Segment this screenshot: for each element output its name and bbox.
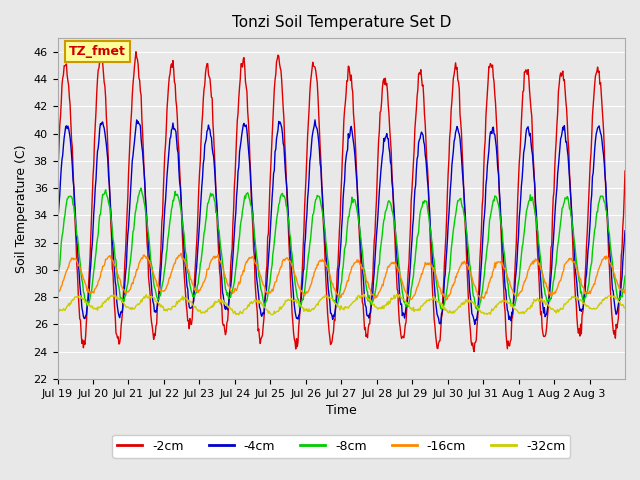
-2cm: [253, 309, 261, 314]
-32cm: [253, 300, 261, 305]
-16cm: [275, 271, 283, 276]
-2cm: [132, 49, 140, 55]
Text: TZ_fmet: TZ_fmet: [69, 45, 125, 58]
Title: Tonzi Soil Temperature Set D: Tonzi Soil Temperature Set D: [232, 15, 451, 30]
Line: -32cm: -32cm: [58, 294, 625, 315]
-32cm: [275, 309, 283, 314]
Line: -2cm: -2cm: [58, 52, 625, 351]
-32cm: [433, 299, 441, 305]
-8cm: [120, 299, 128, 304]
-2cm: [470, 348, 478, 354]
-2cm: [433, 339, 440, 345]
-16cm: [177, 251, 185, 256]
-2cm: [275, 53, 283, 59]
-16cm: [401, 288, 408, 293]
-16cm: [120, 287, 128, 293]
-8cm: [621, 273, 629, 279]
-2cm: [401, 330, 408, 336]
-4cm: [471, 322, 479, 327]
-4cm: [401, 315, 408, 321]
-16cm: [54, 289, 61, 295]
-8cm: [474, 308, 482, 313]
-4cm: [253, 275, 260, 280]
-8cm: [275, 202, 283, 207]
-16cm: [443, 297, 451, 303]
-4cm: [311, 117, 319, 123]
-8cm: [138, 185, 145, 191]
-32cm: [225, 305, 232, 311]
-2cm: [225, 296, 233, 301]
-32cm: [621, 305, 629, 311]
Line: -8cm: -8cm: [58, 188, 625, 311]
-16cm: [253, 261, 261, 267]
Legend: -2cm, -4cm, -8cm, -16cm, -32cm: -2cm, -4cm, -8cm, -16cm, -32cm: [112, 435, 570, 458]
-16cm: [621, 287, 629, 292]
-4cm: [120, 291, 128, 297]
-4cm: [54, 229, 61, 235]
-8cm: [253, 257, 261, 263]
-8cm: [433, 279, 440, 285]
Line: -4cm: -4cm: [58, 120, 625, 324]
-8cm: [225, 296, 233, 301]
-2cm: [621, 168, 629, 174]
-32cm: [54, 307, 61, 313]
-4cm: [274, 127, 282, 133]
-32cm: [235, 312, 243, 318]
-2cm: [54, 177, 61, 183]
-16cm: [433, 274, 440, 280]
X-axis label: Time: Time: [326, 404, 356, 417]
-2cm: [120, 278, 128, 284]
-32cm: [120, 301, 128, 307]
Line: -16cm: -16cm: [58, 253, 625, 300]
-16cm: [225, 283, 233, 289]
-32cm: [401, 298, 409, 304]
-4cm: [621, 228, 629, 234]
-8cm: [54, 276, 61, 282]
-32cm: [360, 291, 367, 297]
-8cm: [401, 299, 408, 304]
Y-axis label: Soil Temperature (C): Soil Temperature (C): [15, 144, 28, 273]
-4cm: [433, 305, 440, 311]
-4cm: [225, 301, 232, 307]
